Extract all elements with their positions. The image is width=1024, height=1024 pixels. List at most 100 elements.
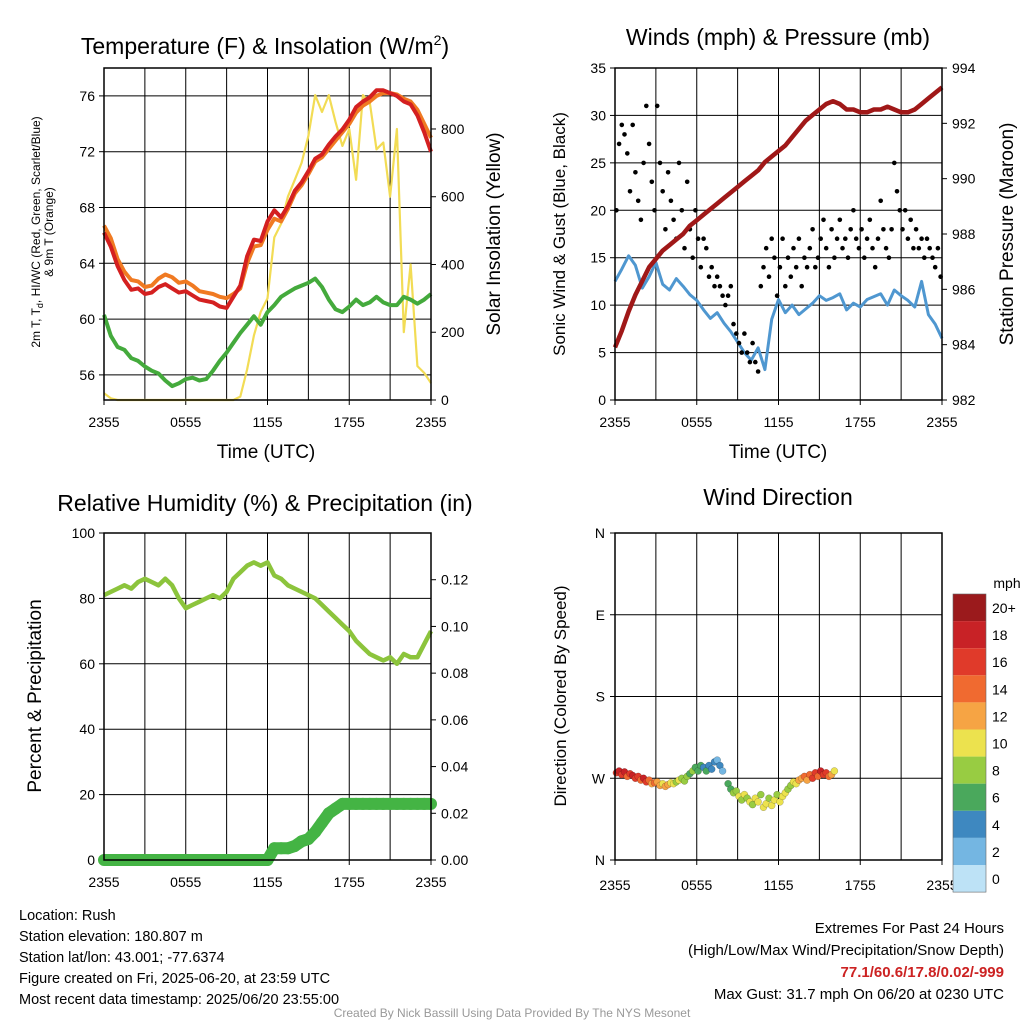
humidity-panel: Relative Humidity (%) & Precipitation (i… xyxy=(25,490,473,793)
x-tick-label: 1755 xyxy=(334,874,365,890)
gust-point xyxy=(646,141,652,147)
gust-point xyxy=(747,359,753,365)
panel-1-axes: 56 60 64 68 72 76 2355 0555 1155 1755 2355 0 200 400 6… xyxy=(79,67,465,430)
max-gust: Max Gust: 31.7 mph On 06/20 at 0230 UTC xyxy=(713,986,1004,1003)
plot-border xyxy=(103,67,432,401)
gust-point xyxy=(619,122,625,128)
plot-border xyxy=(614,67,943,401)
gust-point xyxy=(704,245,709,251)
legend-border xyxy=(952,593,987,893)
y-tick-label: 0 xyxy=(87,852,95,868)
legend-swatch xyxy=(953,621,986,649)
y-tick-label: 80 xyxy=(79,590,95,606)
y-tick-label: 60 xyxy=(79,311,95,327)
gust-point xyxy=(742,331,747,336)
y-tick-label: 64 xyxy=(79,255,95,271)
legend-swatch xyxy=(953,756,986,784)
gust-point xyxy=(714,274,720,280)
direction-point xyxy=(718,767,727,775)
legend-label: 10 xyxy=(992,736,1008,752)
legend-label: 6 xyxy=(992,790,1000,806)
gust-point xyxy=(859,227,864,232)
gust-point xyxy=(649,179,655,185)
x-tick-label: 1155 xyxy=(763,414,793,430)
gust-point xyxy=(736,340,742,346)
gust-point xyxy=(723,302,728,308)
gust-point xyxy=(709,264,714,270)
gust-point xyxy=(872,264,878,270)
series-line-2m-t xyxy=(102,88,433,310)
x-tick-label: 1755 xyxy=(334,414,365,430)
y2-tick-label: 984 xyxy=(952,337,976,353)
y-tick-label: 10 xyxy=(590,297,606,313)
gust-point xyxy=(630,122,635,128)
gust-point xyxy=(763,245,769,251)
y-tick-label: 30 xyxy=(590,107,606,123)
series-line-9m-t xyxy=(102,91,433,301)
y-tick-label: 0 xyxy=(598,392,606,408)
gust-point xyxy=(867,217,873,223)
direction-panel: Wind Direction Direction (Colored By Spe… xyxy=(551,484,1021,807)
gust-point xyxy=(791,245,796,251)
gust-point xyxy=(930,255,935,260)
gust-point xyxy=(663,227,668,232)
y-tick-label: 56 xyxy=(79,367,95,383)
x-tick-label: 2355 xyxy=(415,874,446,890)
winds-left-axis-label: Sonic Wind & Gust (Blue, Black) xyxy=(550,112,569,356)
x-tick-label: 2355 xyxy=(599,877,630,893)
x-tick-label: 1155 xyxy=(763,877,793,893)
gust-point xyxy=(698,264,704,270)
speed-legend: 20+ 18 16 14 12 10 8 6 4 2 0 xyxy=(952,593,1016,893)
x-tick-label: 2355 xyxy=(599,414,630,430)
legend-label: 8 xyxy=(992,763,1000,779)
plot-border xyxy=(103,532,432,861)
gust-point xyxy=(810,227,815,232)
temperature-x-axis-label: Time (UTC) xyxy=(217,442,316,463)
y-tick-label: 60 xyxy=(79,656,95,672)
x-tick-label: 2355 xyxy=(926,877,957,893)
series-line-relative-humidity xyxy=(103,560,433,667)
direction-left-axis-label: Direction (Colored By Speed) xyxy=(551,585,570,806)
gust-point xyxy=(627,189,633,194)
y2-tick-label: 994 xyxy=(952,60,976,76)
legend-label: 14 xyxy=(992,681,1008,697)
gust-point xyxy=(799,283,804,289)
gust-point xyxy=(818,236,823,241)
gust-point xyxy=(922,255,927,260)
gust-point xyxy=(695,236,701,241)
gust-point xyxy=(635,198,641,204)
x-tick-label: 1755 xyxy=(845,877,876,893)
legend-label: 2 xyxy=(992,844,1000,860)
direction-point xyxy=(754,798,762,806)
y-tick-label: 68 xyxy=(79,199,95,215)
gust-point xyxy=(679,208,685,213)
gust-point xyxy=(684,179,690,185)
gust-point xyxy=(845,255,851,260)
legend-swatch xyxy=(953,648,986,676)
gust-point xyxy=(892,160,897,166)
y-tick-label: 25 xyxy=(590,155,606,171)
gust-point xyxy=(668,198,674,204)
gust-point xyxy=(744,350,750,355)
gust-point xyxy=(755,369,761,374)
temperature-panel: Temperature (F) & Insolation (W/m2) 2m T… xyxy=(29,32,505,463)
humidity-panel-title: Relative Humidity (%) & Precipitation (i… xyxy=(57,490,472,516)
y2-tick-label: 400 xyxy=(441,256,465,272)
y-tick-label: 35 xyxy=(590,60,606,76)
extremes-heading: Extremes For Past 24 Hours xyxy=(814,920,1004,937)
y-tick-label: N xyxy=(595,852,605,868)
y2-tick-label: 0.12 xyxy=(441,572,468,588)
x-tick-label: 2355 xyxy=(926,414,957,430)
gust-point xyxy=(802,255,807,260)
gust-point xyxy=(826,264,832,270)
series-line-sonic-wind xyxy=(613,254,944,372)
legend-label: 16 xyxy=(992,654,1008,670)
gust-point xyxy=(932,264,938,270)
temperature-left-axis-label-line2: & 9m T (Orange) xyxy=(42,187,56,277)
gust-point xyxy=(644,103,649,109)
y2-tick-label: 600 xyxy=(441,189,465,205)
legend-label: 20+ xyxy=(992,600,1016,616)
gust-point xyxy=(832,255,837,260)
y-tick-label: 15 xyxy=(590,250,606,266)
